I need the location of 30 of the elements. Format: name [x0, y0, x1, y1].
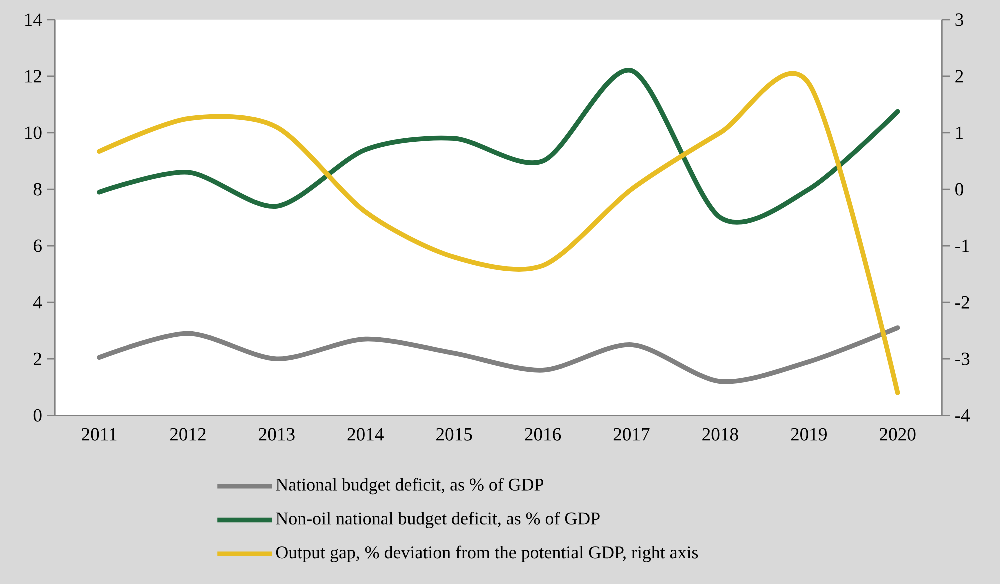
y-tick-label: 4 — [34, 296, 42, 309]
y-tick-label: 8 — [34, 183, 42, 196]
y2-tick-label: 0 — [956, 183, 964, 196]
y-tick-label: 10 — [26, 126, 42, 140]
y2-tick-label: -1 — [956, 240, 970, 252]
y2-tick-label: -2 — [956, 296, 970, 309]
line-series — [97, 326, 900, 384]
x-tick-label: 2013 — [259, 428, 295, 441]
legend-label: Non-oil national budget deficit, as % of GDP — [276, 512, 600, 528]
x-tick-label: 2017 — [614, 428, 650, 441]
x-tick-label: 2011 — [82, 428, 117, 441]
x-tick-label: 2015 — [436, 428, 472, 441]
y2-tick-label: 1 — [956, 126, 964, 140]
y2-tick-label: -3 — [956, 352, 970, 366]
y-tick-label: 0 — [34, 409, 42, 422]
y2-tick-label: -4 — [956, 409, 970, 422]
legend-label: National budget deficit, as % of GDP — [276, 478, 544, 495]
y-tick-label: 6 — [34, 240, 42, 252]
x-tick-label: 2019 — [791, 428, 827, 441]
x-tick-label: 2020 — [880, 428, 916, 441]
y2-tick-label: 2 — [956, 70, 964, 83]
x-tick-label: 2012 — [170, 428, 206, 441]
y-tick-label: 12 — [26, 70, 42, 83]
legend-label: Output gap, % deviation from the potential GDP, right axis — [276, 546, 698, 562]
x-tick-label: 2016 — [525, 428, 562, 441]
y-tick-label: 2 — [34, 352, 42, 366]
y-tick-label: 14 — [26, 14, 42, 26]
y2-tick-label: 3 — [956, 14, 964, 26]
x-tick-label: 2014 — [348, 428, 384, 441]
x-tick-label: 2018 — [702, 428, 738, 441]
